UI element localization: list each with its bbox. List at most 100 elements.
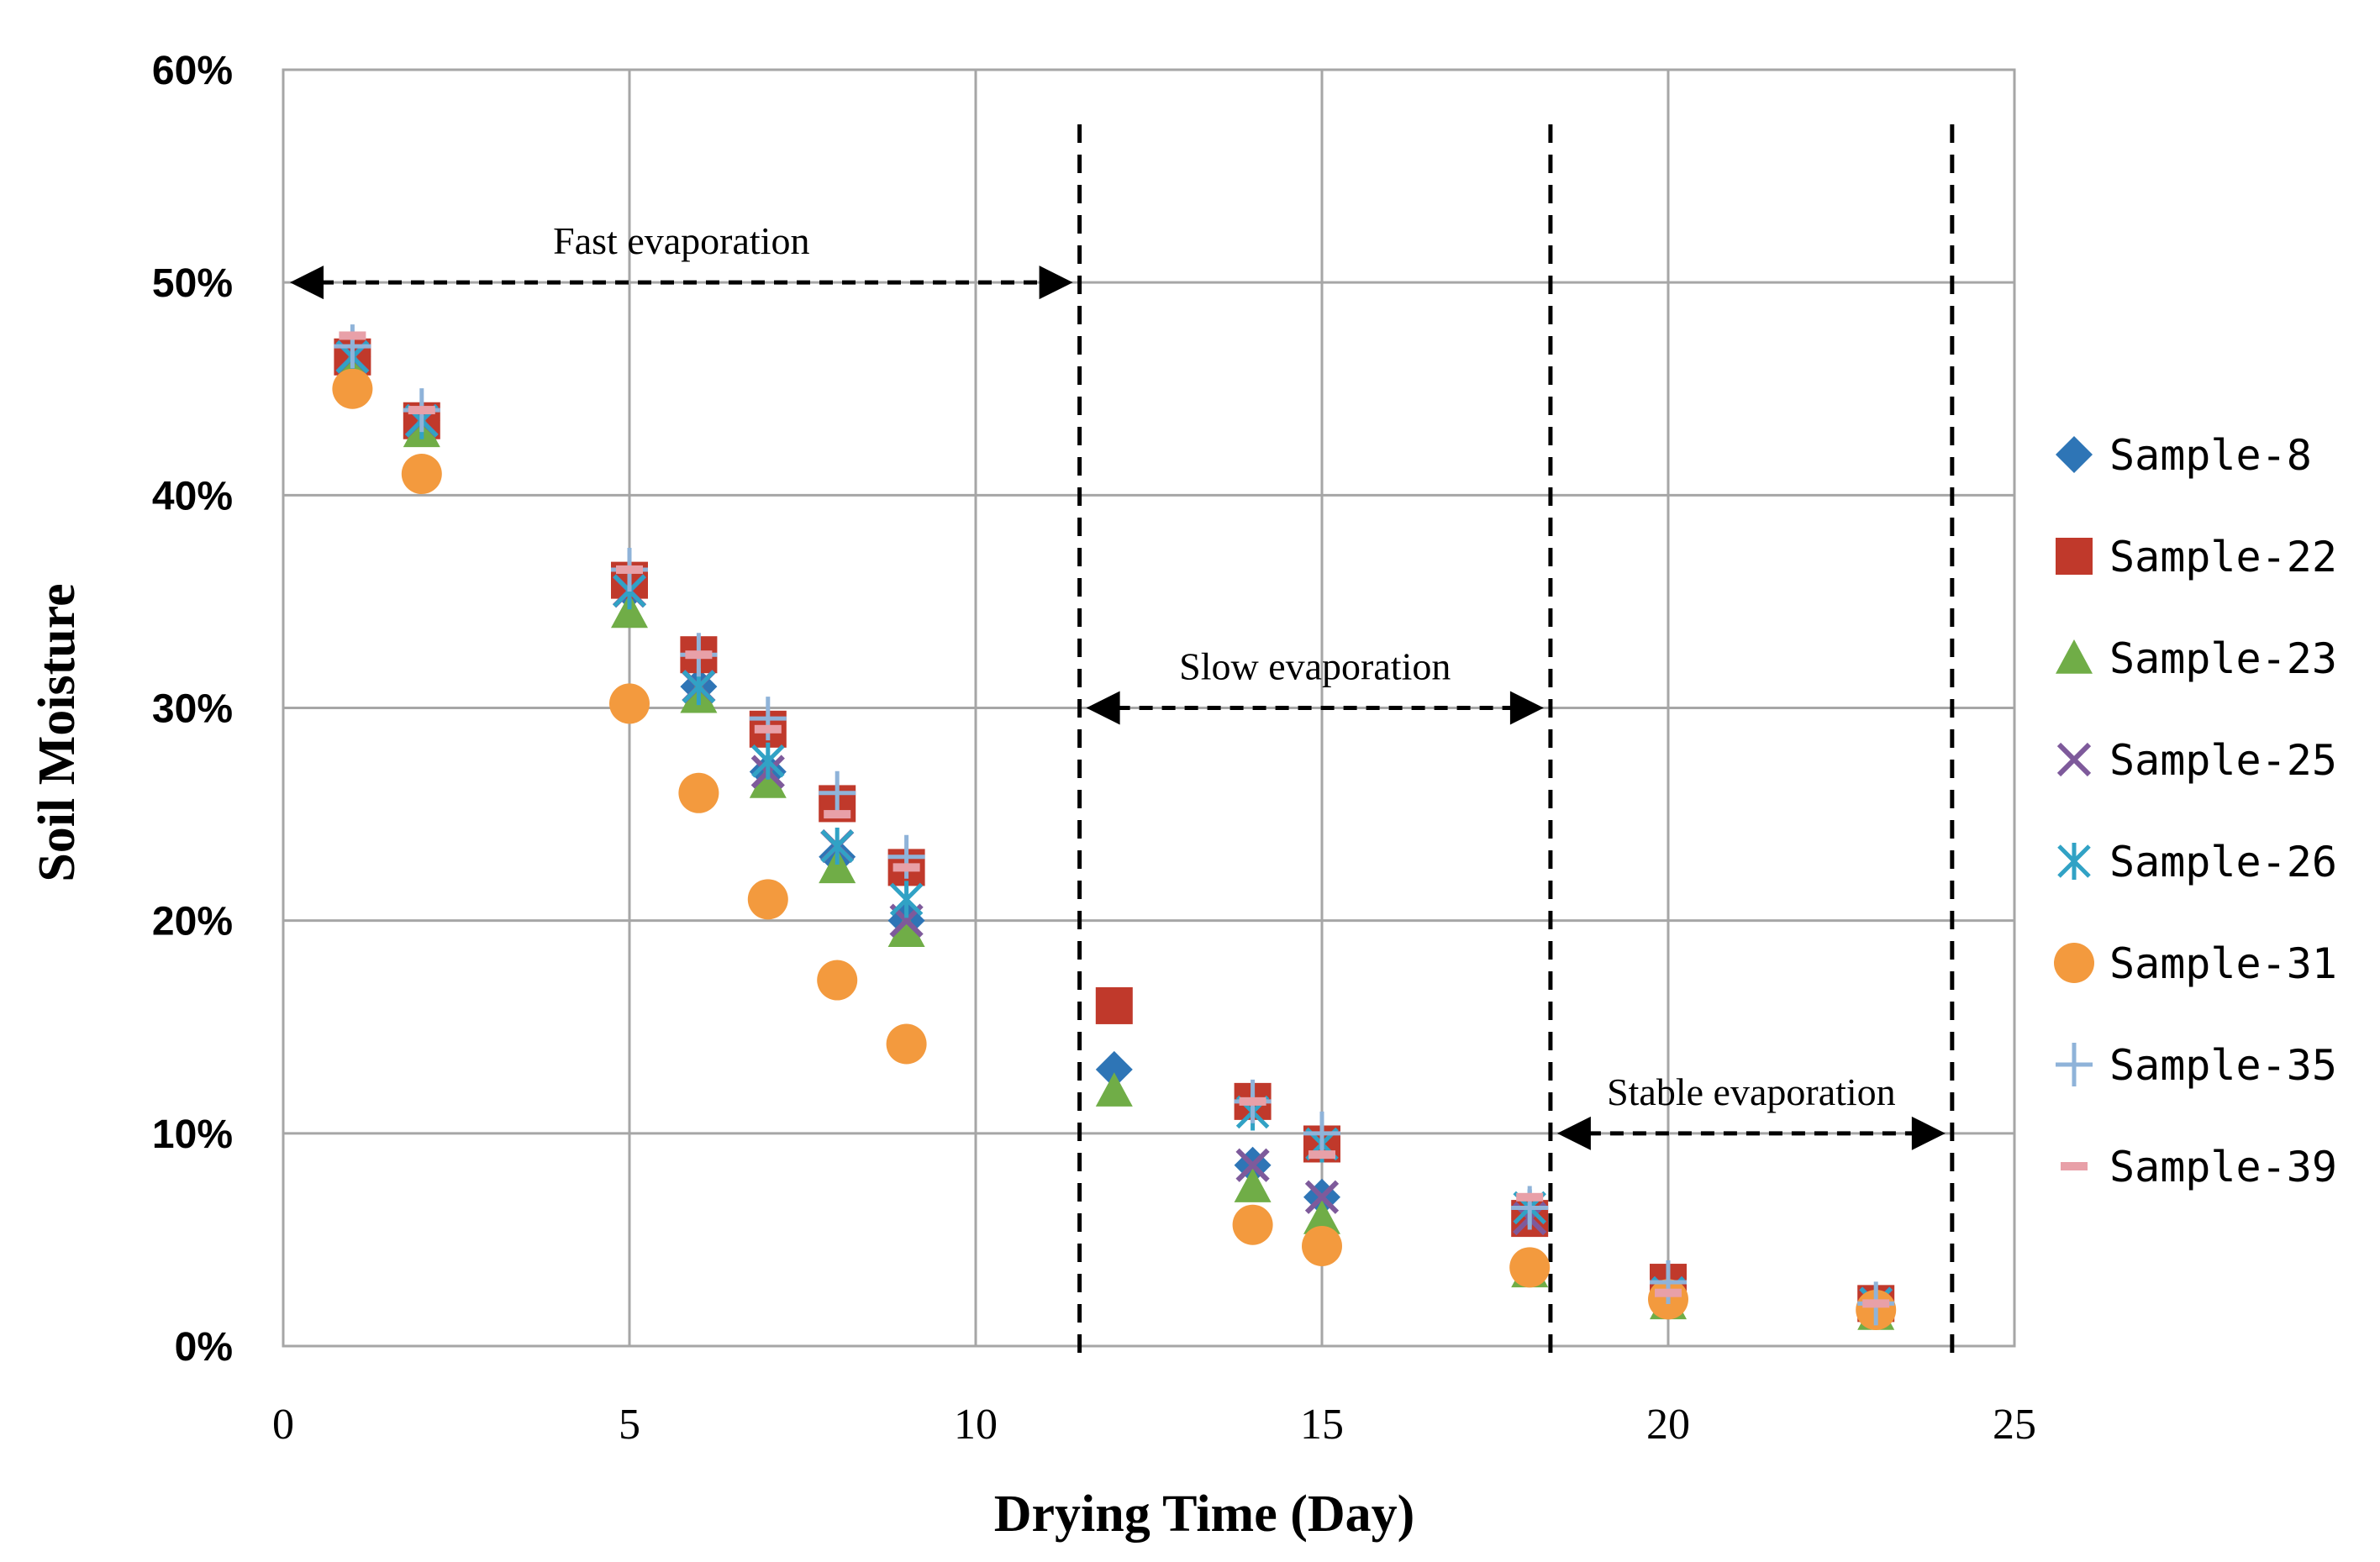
annotation-arrowhead-left bbox=[1086, 691, 1120, 725]
phase-annotation: Stable evaporation bbox=[1556, 1070, 1946, 1150]
data-point bbox=[824, 810, 851, 819]
y-tick-label: 0% bbox=[175, 1325, 233, 1370]
legend-label: Sample-26 bbox=[2109, 838, 2337, 886]
x-tick-label: 0 bbox=[272, 1401, 294, 1449]
y-tick-label: 50% bbox=[152, 261, 233, 306]
data-point bbox=[749, 764, 787, 798]
y-axis-title: Soil Moisture bbox=[29, 583, 86, 881]
legend-item: Sample-26 bbox=[2057, 838, 2337, 886]
series-Sample-31 bbox=[332, 368, 1897, 1330]
data-point bbox=[1862, 1299, 1890, 1308]
phase-annotations: Fast evaporation Slow evaporation Stable e… bbox=[290, 219, 1946, 1150]
data-point bbox=[339, 331, 366, 340]
legend-label: Sample-22 bbox=[2109, 533, 2337, 581]
series-Sample-35 bbox=[334, 324, 1895, 1326]
legend-marker bbox=[2061, 1162, 2088, 1170]
x-axis-title: Drying Time (Day) bbox=[994, 1486, 1415, 1543]
annotation-arrowhead-left bbox=[290, 266, 324, 300]
data-point bbox=[1308, 1150, 1335, 1160]
series-Sample-25 bbox=[335, 339, 1893, 1321]
legend-item: Sample-39 bbox=[2061, 1143, 2337, 1191]
annotation-arrowhead-right bbox=[1039, 266, 1073, 300]
data-point bbox=[1303, 1111, 1340, 1155]
data-point bbox=[819, 770, 856, 815]
x-tick-label: 10 bbox=[954, 1401, 998, 1449]
legend-label: Sample-25 bbox=[2109, 736, 2337, 785]
phase-annotation: Slow evaporation bbox=[1086, 645, 1544, 725]
data-point bbox=[1095, 986, 1133, 1024]
legend-marker bbox=[2056, 538, 2093, 575]
data-point bbox=[820, 828, 854, 865]
x-axis-ticks: 0 5 10 15 20 25 bbox=[272, 1401, 2036, 1449]
data-point bbox=[332, 368, 373, 409]
data-points bbox=[332, 324, 1897, 1330]
x-tick-label: 25 bbox=[1993, 1401, 2036, 1449]
x-tick-label: 15 bbox=[1300, 1401, 1344, 1449]
data-point bbox=[817, 960, 858, 1001]
data-point bbox=[616, 565, 643, 574]
data-point bbox=[1234, 1168, 1272, 1202]
y-tick-label: 10% bbox=[152, 1112, 233, 1157]
legend-item: Sample-25 bbox=[2056, 736, 2337, 785]
legend-item: Sample-31 bbox=[2054, 939, 2337, 988]
data-point bbox=[1509, 1247, 1551, 1288]
annotation-arrowhead-right bbox=[1911, 1116, 1946, 1150]
y-axis-ticks: 0% 10% 20% 30% 40% 50% 60% bbox=[152, 49, 233, 1370]
legend-marker bbox=[2054, 943, 2094, 983]
y-tick-label: 40% bbox=[152, 474, 233, 518]
legend-label: Sample-8 bbox=[2109, 431, 2312, 480]
legend-marker bbox=[2056, 1043, 2093, 1086]
data-point bbox=[1655, 1288, 1682, 1297]
annotation-arrowhead-right bbox=[1509, 691, 1544, 725]
phase-annotation: Fast evaporation bbox=[290, 219, 1073, 300]
legend-label: Sample-35 bbox=[2109, 1041, 2337, 1090]
data-point bbox=[1232, 1204, 1273, 1245]
data-point bbox=[887, 912, 925, 948]
data-point bbox=[819, 849, 856, 884]
data-point bbox=[1304, 1180, 1340, 1214]
data-point bbox=[408, 406, 435, 415]
data-point bbox=[1235, 1148, 1270, 1182]
data-point bbox=[678, 772, 719, 813]
data-point bbox=[685, 650, 713, 660]
x-tick-label: 20 bbox=[1646, 1401, 1690, 1449]
series-Sample-26 bbox=[335, 338, 1893, 1323]
legend-label: Sample-31 bbox=[2109, 939, 2337, 988]
data-point bbox=[609, 683, 650, 724]
data-point bbox=[1303, 1200, 1340, 1234]
legend-marker bbox=[2056, 742, 2092, 777]
data-point bbox=[754, 724, 782, 734]
annotation-label: Fast evaporation bbox=[553, 219, 809, 262]
legend: Sample-8 Sample-22 Sample-23 Sample-25 Sampl… bbox=[2054, 431, 2337, 1191]
series-Sample-22 bbox=[334, 338, 1895, 1323]
annotation-label: Stable evaporation bbox=[1607, 1070, 1896, 1113]
legend-label: Sample-39 bbox=[2109, 1143, 2337, 1191]
data-point bbox=[611, 593, 648, 628]
x-tick-label: 5 bbox=[619, 1401, 640, 1449]
legend-item: Sample-35 bbox=[2056, 1041, 2337, 1090]
legend-marker bbox=[2057, 843, 2091, 880]
y-tick-label: 20% bbox=[152, 900, 233, 944]
legend-marker bbox=[2056, 436, 2093, 473]
data-point bbox=[751, 742, 785, 780]
annotation-arrowhead-left bbox=[1556, 1116, 1591, 1150]
annotation-label: Slow evaporation bbox=[1179, 645, 1451, 688]
data-point bbox=[1095, 1072, 1133, 1107]
data-point bbox=[747, 879, 788, 920]
y-tick-label: 60% bbox=[152, 49, 233, 93]
data-point bbox=[401, 454, 442, 495]
data-point bbox=[1302, 1226, 1342, 1267]
phase-boundary-lines bbox=[1077, 124, 1955, 1353]
data-point bbox=[1239, 1097, 1266, 1106]
legend-item: Sample-22 bbox=[2056, 533, 2337, 581]
series-Sample-39 bbox=[339, 331, 1890, 1308]
y-tick-label: 30% bbox=[152, 687, 233, 732]
data-point bbox=[886, 1023, 927, 1065]
data-point bbox=[1516, 1192, 1544, 1202]
series-Sample-8 bbox=[334, 338, 1895, 1323]
legend-item: Sample-8 bbox=[2056, 431, 2312, 480]
plot-area-border bbox=[282, 68, 2016, 1348]
legend-item: Sample-23 bbox=[2056, 634, 2337, 683]
data-point bbox=[1095, 1050, 1133, 1088]
